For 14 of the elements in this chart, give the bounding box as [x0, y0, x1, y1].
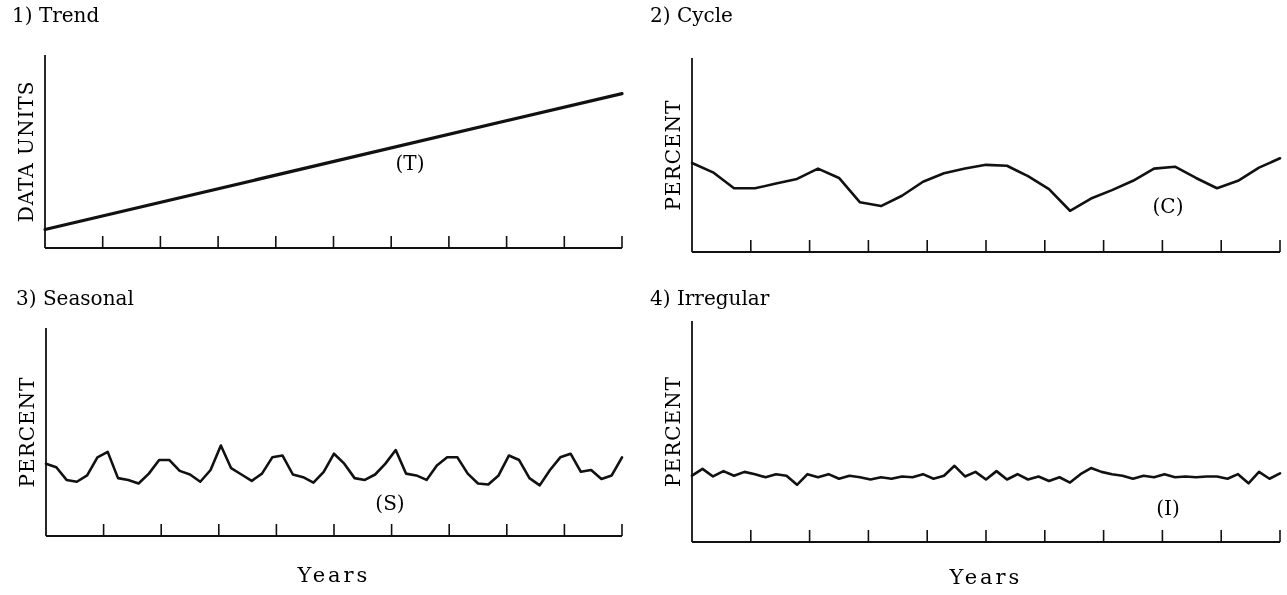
y-axis-title: PERCENT [661, 99, 685, 211]
y-axis-title: PERCENT [661, 376, 685, 487]
annotation: (T) [395, 151, 425, 175]
annotation: (C) [1152, 194, 1184, 218]
chart-title: 2) Cycle [650, 3, 733, 27]
x-axis-title: Years [948, 565, 1023, 589]
chart-title: 4) Irregular [650, 286, 770, 310]
x-axis-title: Years [296, 563, 371, 587]
chart-title: 1) Trend [12, 3, 100, 27]
annotation: (S) [375, 491, 405, 515]
chart-title: 3) Seasonal [16, 286, 134, 310]
annotation: (I) [1156, 496, 1180, 520]
y-axis-title: PERCENT [15, 376, 39, 488]
y-axis-title: DATA UNITS [14, 80, 38, 223]
